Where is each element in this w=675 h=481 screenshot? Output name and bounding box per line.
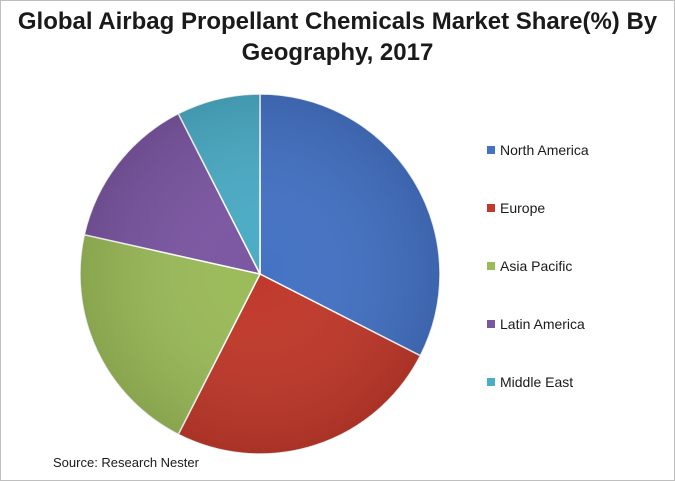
legend-item-latin-america: Latin America — [487, 314, 667, 372]
legend-item-europe: Europe — [487, 198, 667, 256]
legend-item-middle-east: Middle East — [487, 372, 667, 430]
legend-label: North America — [500, 142, 589, 158]
legend: North America Europe Asia Pacific Latin Ame… — [487, 140, 667, 430]
legend-item-north-america: North America — [487, 140, 667, 198]
legend-label: Latin America — [500, 316, 585, 332]
chart-title-line1: Global Airbag Propellant Chemicals Marke… — [17, 8, 658, 35]
legend-swatch — [487, 146, 495, 154]
chart-title-line2: Geography, 2017 — [241, 39, 434, 66]
pie-shading — [80, 94, 440, 454]
source-note: Source: Research Nester — [53, 455, 199, 470]
legend-label: Europe — [500, 200, 546, 216]
legend-swatch — [487, 378, 495, 386]
legend-label: Middle East — [500, 374, 574, 390]
legend-swatch — [487, 320, 495, 328]
legend-item-asia-pacific: Asia Pacific — [487, 256, 667, 314]
legend-swatch — [487, 262, 495, 270]
legend-label: Asia Pacific — [500, 258, 573, 274]
legend-swatch — [487, 204, 495, 212]
chart-title: Global Airbag Propellant Chemicals Marke… — [0, 6, 675, 68]
